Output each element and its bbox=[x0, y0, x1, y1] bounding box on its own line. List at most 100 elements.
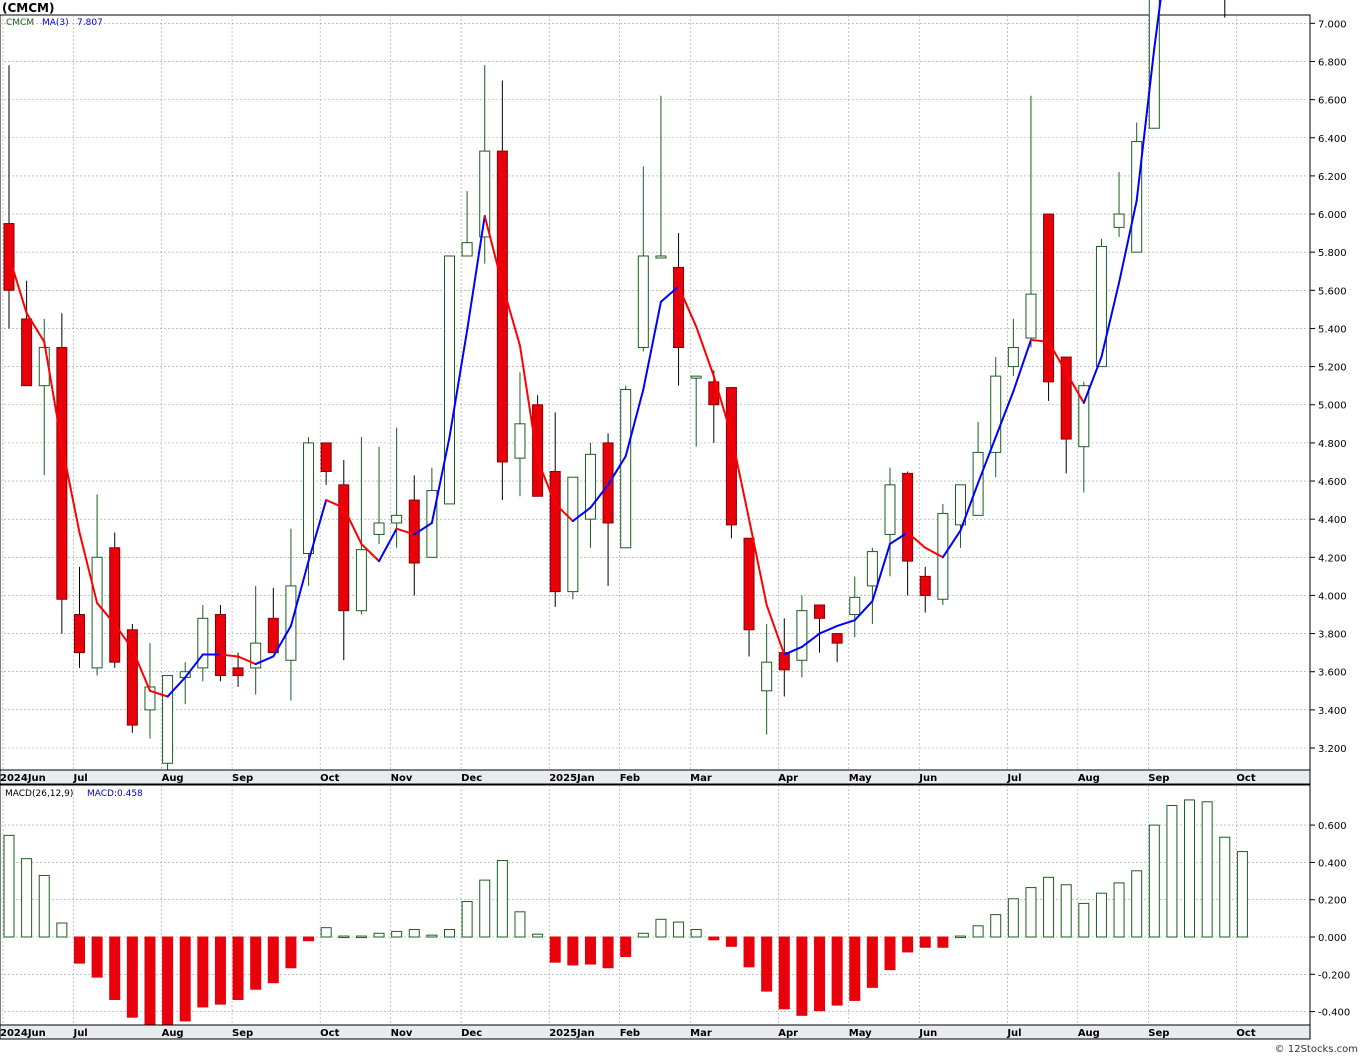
macd-bar-negative bbox=[285, 936, 297, 969]
macd-x-label: Mar bbox=[690, 1028, 712, 1039]
candle-body-up bbox=[849, 596, 861, 616]
candle-body-up bbox=[1078, 385, 1090, 448]
candle bbox=[338, 460, 350, 661]
ma-segment bbox=[571, 506, 592, 523]
ma-segment bbox=[113, 623, 134, 650]
candle bbox=[73, 566, 85, 668]
macd-bar-positive bbox=[320, 927, 332, 938]
macd-bar-negative bbox=[162, 936, 174, 1026]
price-tick-label: 5.200 bbox=[1318, 363, 1347, 374]
ma-segment bbox=[307, 499, 328, 563]
candle bbox=[461, 191, 473, 257]
price-tick-label: 6.000 bbox=[1318, 210, 1347, 221]
macd-tick-label: 0.200 bbox=[1318, 896, 1347, 907]
macd-x-label: May bbox=[849, 1028, 872, 1039]
ma-segment bbox=[924, 546, 944, 559]
candle bbox=[1113, 172, 1125, 237]
candle bbox=[1043, 213, 1055, 401]
ma-segment bbox=[466, 214, 486, 332]
candle-body-up bbox=[796, 610, 808, 661]
macd-bar-positive bbox=[461, 901, 473, 938]
price-x-label: Aug bbox=[1078, 773, 1100, 784]
price-tick-label: 4.400 bbox=[1318, 515, 1347, 526]
price-x-label: 2025Jan bbox=[549, 773, 594, 784]
candle-body-up bbox=[866, 551, 878, 587]
candle bbox=[1148, 0, 1160, 129]
ma-segment bbox=[959, 481, 980, 532]
candle bbox=[1060, 356, 1072, 474]
macd-bar-negative bbox=[849, 936, 861, 1001]
price-tick-label: 3.600 bbox=[1318, 668, 1347, 679]
macd-bar-negative bbox=[584, 936, 596, 965]
ma-segment bbox=[977, 436, 997, 484]
macd-bar-positive bbox=[1078, 902, 1090, 938]
price-x-label: Sep bbox=[1148, 773, 1169, 784]
macd-bar-positive bbox=[655, 918, 667, 938]
candle-body-down bbox=[532, 404, 544, 497]
macd-tick-label: 0.000 bbox=[1318, 933, 1347, 944]
candle bbox=[197, 604, 209, 682]
candle bbox=[567, 476, 579, 600]
ma-segment bbox=[941, 529, 962, 559]
price-tick-label: 3.400 bbox=[1318, 706, 1347, 717]
macd-x-label: 2025Jan bbox=[549, 1028, 594, 1039]
candle bbox=[1007, 318, 1019, 377]
price-x-label: Nov bbox=[391, 773, 413, 784]
candle-body-up bbox=[303, 442, 315, 554]
candle-body-up bbox=[620, 388, 632, 549]
ma-segment bbox=[695, 325, 715, 378]
price-tick-label: 6.400 bbox=[1318, 134, 1347, 145]
candle-body-down bbox=[338, 484, 350, 612]
ma-segment bbox=[730, 434, 751, 521]
macd-bar-positive bbox=[21, 858, 33, 938]
candle-body-down bbox=[320, 442, 332, 472]
macd-bar-negative bbox=[725, 936, 737, 947]
macd-bar-negative bbox=[303, 936, 315, 942]
macd-bar-negative bbox=[250, 936, 262, 990]
ma-segment bbox=[765, 603, 786, 656]
ma-segment bbox=[96, 602, 116, 626]
macd-bar-negative bbox=[884, 936, 896, 971]
ma-segment bbox=[60, 443, 81, 534]
macd-bar-positive bbox=[1113, 882, 1125, 938]
candle-body-down bbox=[919, 575, 931, 596]
macd-bar-negative bbox=[831, 936, 843, 1006]
macd-bar-positive bbox=[408, 929, 420, 938]
macd-x-label: Apr bbox=[778, 1028, 798, 1039]
candle bbox=[796, 595, 808, 678]
legend-ma-label: MA(3) bbox=[42, 18, 69, 28]
macd-bar-positive bbox=[673, 921, 685, 938]
ma-segment bbox=[43, 340, 63, 446]
candle-body-up bbox=[391, 514, 403, 524]
candle-body-up bbox=[444, 255, 455, 505]
candle-body-down bbox=[743, 537, 755, 631]
candle-body-up bbox=[1113, 213, 1125, 228]
macd-x-label: Oct bbox=[320, 1028, 339, 1039]
macd-x-label: Sep bbox=[232, 1028, 253, 1039]
price-candles bbox=[3, 0, 1226, 783]
ma-segment bbox=[1153, 0, 1162, 50]
macd-bar-negative bbox=[126, 936, 138, 1018]
price-tick-label: 5.600 bbox=[1318, 286, 1347, 297]
macd-x-axis: 2024Jun Jul Aug Sep Oct Nov Dec 2025Jan Feb Mar Ap… bbox=[0, 1028, 1256, 1039]
ma-segment bbox=[889, 531, 909, 545]
candle-body-down bbox=[214, 614, 226, 677]
macd-bar-positive bbox=[532, 933, 544, 938]
candle-body-up bbox=[373, 522, 385, 535]
candle-body-up bbox=[761, 661, 773, 692]
candle-body-up bbox=[91, 556, 103, 669]
ma-segment bbox=[219, 653, 240, 658]
macd-bar-positive bbox=[637, 932, 649, 938]
ma-segment bbox=[624, 388, 645, 458]
macd-bar-positive bbox=[355, 935, 367, 939]
macd-legend-value: MACD:0.458 bbox=[87, 789, 143, 799]
candle bbox=[954, 484, 966, 548]
macd-legend-name: MACD(26,12,9) bbox=[5, 789, 73, 799]
ma-segment bbox=[1118, 199, 1138, 284]
candle bbox=[1131, 122, 1143, 253]
candle bbox=[532, 395, 544, 497]
macd-bar-negative bbox=[602, 936, 614, 969]
price-tick-label: 5.800 bbox=[1318, 248, 1347, 259]
macd-bar-positive bbox=[1201, 801, 1213, 938]
ma-segment bbox=[1012, 338, 1032, 393]
